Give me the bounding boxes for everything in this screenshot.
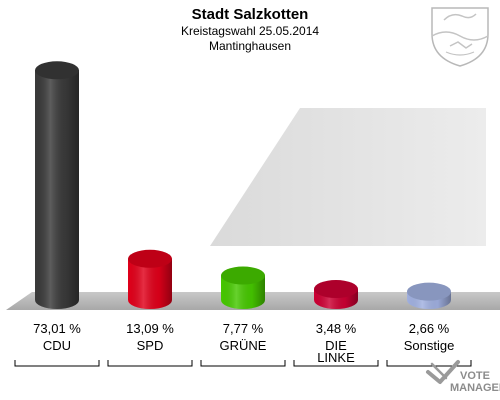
- chart-district: Mantinghausen: [209, 39, 291, 53]
- bar-top: [407, 282, 451, 301]
- value-label: 73,01 %: [33, 321, 81, 336]
- bar-shading: [35, 70, 79, 309]
- bar-shading: [221, 275, 265, 309]
- bar-spd: [128, 249, 172, 309]
- value-label: 7,77 %: [223, 321, 264, 336]
- bar-top: [221, 266, 265, 285]
- value-label: 13,09 %: [126, 321, 174, 336]
- category-label: Sonstige: [404, 338, 455, 353]
- category-bracket: [200, 360, 286, 367]
- category-label: LINKE: [317, 350, 355, 365]
- value-label: 3,48 %: [316, 321, 357, 336]
- chart-back-shadow: [210, 108, 486, 246]
- bar-top: [128, 249, 172, 268]
- vote-manager-logo-icon: VOTE MANAGER: [426, 360, 500, 394]
- category-label: SPD: [137, 338, 164, 353]
- bar-top: [314, 280, 358, 299]
- chart-subtitle: Kreistagswahl 25.05.2014: [181, 24, 319, 38]
- category-bracket: [293, 360, 379, 367]
- category-label: DIE: [325, 338, 347, 353]
- chart-title: Stadt Salzkotten: [192, 6, 309, 23]
- bar-sonstige: [407, 282, 451, 309]
- bar-shading: [128, 258, 172, 309]
- category-bracket: [14, 360, 100, 367]
- category-label: GRÜNE: [220, 338, 267, 353]
- bar-top: [35, 61, 79, 80]
- watermark-line1: VOTE: [460, 370, 490, 382]
- value-label: 2,66 %: [409, 321, 450, 336]
- category-bracket: [386, 360, 472, 367]
- bar-die-linke: [314, 280, 358, 309]
- coat-of-arms-icon: [431, 7, 489, 67]
- bar-grüne: [221, 266, 265, 309]
- category-bracket: [107, 360, 193, 367]
- category-label: CDU: [43, 338, 71, 353]
- bar-cdu: [35, 61, 79, 309]
- watermark-line2: MANAGER: [450, 382, 500, 394]
